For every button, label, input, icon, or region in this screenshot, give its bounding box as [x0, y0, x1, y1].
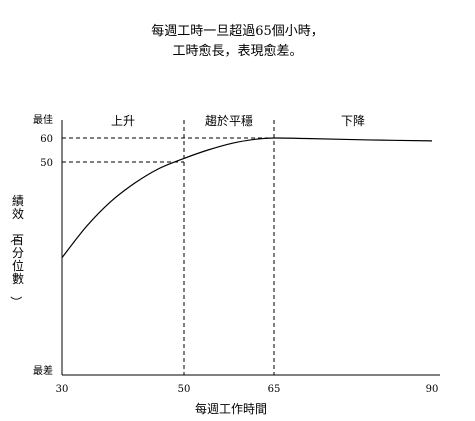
series-line [61, 137, 433, 259]
series-layer [61, 137, 433, 259]
region-label: 下降 [341, 114, 365, 128]
chart-title: 每週工時一旦超過65個小時， [151, 24, 324, 39]
region-label: 上升 [111, 114, 135, 128]
x-tick-label: 50 [178, 384, 191, 395]
region-layer: 上升 趨於平穩 下降 [111, 113, 365, 128]
chart-subtitle: 工時愈長，表現愈差。 [172, 44, 303, 59]
x-tick-label: 90 [426, 384, 439, 395]
y-axis-label: 績效（百分位數） [9, 194, 24, 308]
y-tick-label: 50 [40, 158, 53, 169]
axes [61, 120, 440, 376]
tick-labels: 30 50 65 90 最佳 60 50 最差 [33, 113, 438, 395]
y-tick-label: 最差 [33, 364, 53, 377]
y-tick-label: 60 [40, 134, 53, 145]
x-tick-label: 65 [268, 384, 281, 395]
x-axis-label: 每週工作時間 [195, 401, 267, 416]
y-tick-label: 最佳 [33, 113, 53, 126]
reference-lines [62, 120, 275, 375]
region-label: 趨於平穩 [205, 113, 253, 128]
x-tick-label: 30 [56, 384, 69, 395]
